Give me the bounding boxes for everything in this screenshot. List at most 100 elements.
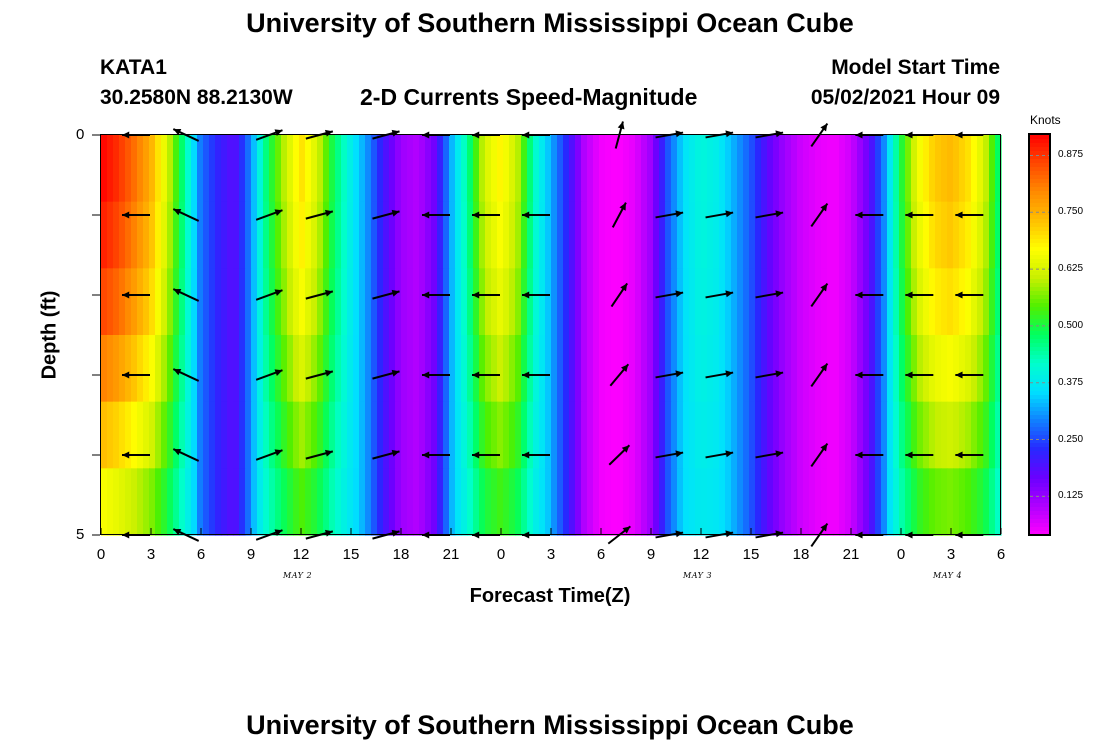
heatmap-cell <box>347 468 354 536</box>
heatmap-cell <box>719 268 726 336</box>
colorbar-band <box>1030 519 1049 524</box>
current-vector-arrow <box>255 369 283 381</box>
current-vector-arrow <box>955 451 984 459</box>
heatmap-cell <box>605 335 612 403</box>
heatmap-cell <box>893 201 900 269</box>
heatmap-cell <box>317 335 324 403</box>
heatmap-cell <box>389 135 396 203</box>
heatmap-cell <box>947 201 954 269</box>
heatmap-cell <box>419 468 426 536</box>
heatmap-cell <box>563 468 570 536</box>
heatmap-cell <box>419 268 426 336</box>
x-tick-label: 12 <box>692 546 710 563</box>
x-tick-label: 3 <box>946 546 956 563</box>
heatmap-cell <box>317 468 324 536</box>
heatmap-cell <box>941 335 948 403</box>
heatmap-cell <box>773 401 780 469</box>
heatmap-cell <box>263 135 270 203</box>
heatmap-cell <box>767 268 774 336</box>
current-vector-arrow <box>655 290 684 299</box>
colorbar-band <box>1030 159 1049 164</box>
current-vector-arrow <box>810 202 829 228</box>
heatmap-cell <box>185 335 192 403</box>
heatmap-cell <box>977 468 984 536</box>
colorbar-band <box>1030 467 1049 472</box>
heatmap-cell <box>383 201 390 269</box>
heatmap-cell <box>887 335 894 403</box>
colorbar-band <box>1030 455 1049 460</box>
heatmap-cell <box>557 135 564 203</box>
heatmap-cell <box>449 401 456 469</box>
heatmap-cell <box>995 335 1002 403</box>
heatmap-cell <box>533 201 540 269</box>
colorbar-band <box>1030 251 1049 256</box>
heatmap-cell <box>869 268 876 336</box>
heatmap-cell <box>257 468 264 536</box>
heatmap-cell <box>179 468 186 536</box>
heatmap-cell <box>359 335 366 403</box>
heatmap-cell <box>407 401 414 469</box>
heatmap-cell <box>989 335 996 403</box>
heatmap-cell <box>437 401 444 469</box>
heatmap-cell <box>533 335 540 403</box>
heatmap-cell <box>905 135 912 203</box>
heatmap-cell <box>671 401 678 469</box>
heatmap-cell <box>347 268 354 336</box>
current-vector-arrow <box>255 209 283 221</box>
heatmap-cell <box>371 201 378 269</box>
heatmap-cell <box>815 335 822 403</box>
colorbar-band <box>1030 311 1049 316</box>
heatmap-cell <box>395 335 402 403</box>
heatmap-cell <box>233 268 240 336</box>
heatmap-cell <box>995 201 1002 269</box>
heatmap-cell <box>293 401 300 469</box>
heatmap-cell <box>293 135 300 203</box>
heatmap-cell <box>149 335 156 403</box>
heatmap-cell <box>983 268 990 336</box>
current-vector-arrow <box>610 282 628 308</box>
heatmap-cell <box>587 201 594 269</box>
current-vector-arrow <box>608 444 631 466</box>
heatmap-cell <box>677 201 684 269</box>
colorbar-band <box>1030 479 1049 484</box>
heatmap-cell <box>215 401 222 469</box>
heatmap-cell <box>953 335 960 403</box>
heatmap-cell <box>935 335 942 403</box>
heatmap-cell <box>983 335 990 403</box>
heatmap-cell <box>965 468 972 536</box>
heatmap-cell <box>719 468 726 536</box>
heatmap-cell <box>833 201 840 269</box>
heatmap-cell <box>629 468 636 536</box>
heatmap-cell <box>323 468 330 536</box>
heatmap-cell <box>833 135 840 203</box>
heatmap-cell <box>773 135 780 203</box>
heatmap-cell <box>701 135 708 203</box>
heatmap-cell <box>593 335 600 403</box>
heatmap-cell <box>911 468 918 536</box>
heatmap-cell <box>287 135 294 203</box>
colorbar-band <box>1030 175 1049 180</box>
heatmap-cell <box>575 268 582 336</box>
heatmap-cell <box>827 468 834 536</box>
heatmap-cell <box>377 201 384 269</box>
heatmap-cell <box>857 135 864 203</box>
heatmap-cell <box>815 135 822 203</box>
heatmap-cell <box>527 135 534 203</box>
heatmap-cell <box>827 135 834 203</box>
heatmap-cell <box>215 335 222 403</box>
heatmap-cell <box>275 135 282 203</box>
heatmap-cell <box>611 401 618 469</box>
colorbar-band <box>1030 531 1049 536</box>
colorbar-band <box>1030 155 1049 160</box>
heatmap-cell <box>383 335 390 403</box>
heatmap-cell <box>539 335 546 403</box>
current-vector-arrow <box>655 450 684 459</box>
colorbar-bands <box>1030 135 1049 536</box>
heatmap-cell <box>473 335 480 403</box>
current-vector-arrow <box>855 291 884 299</box>
heatmap-cell <box>533 268 540 336</box>
current-vector-arrow <box>855 211 884 219</box>
heatmap-cell <box>515 335 522 403</box>
heatmap-cell <box>311 401 318 469</box>
heatmap-cell <box>407 468 414 536</box>
